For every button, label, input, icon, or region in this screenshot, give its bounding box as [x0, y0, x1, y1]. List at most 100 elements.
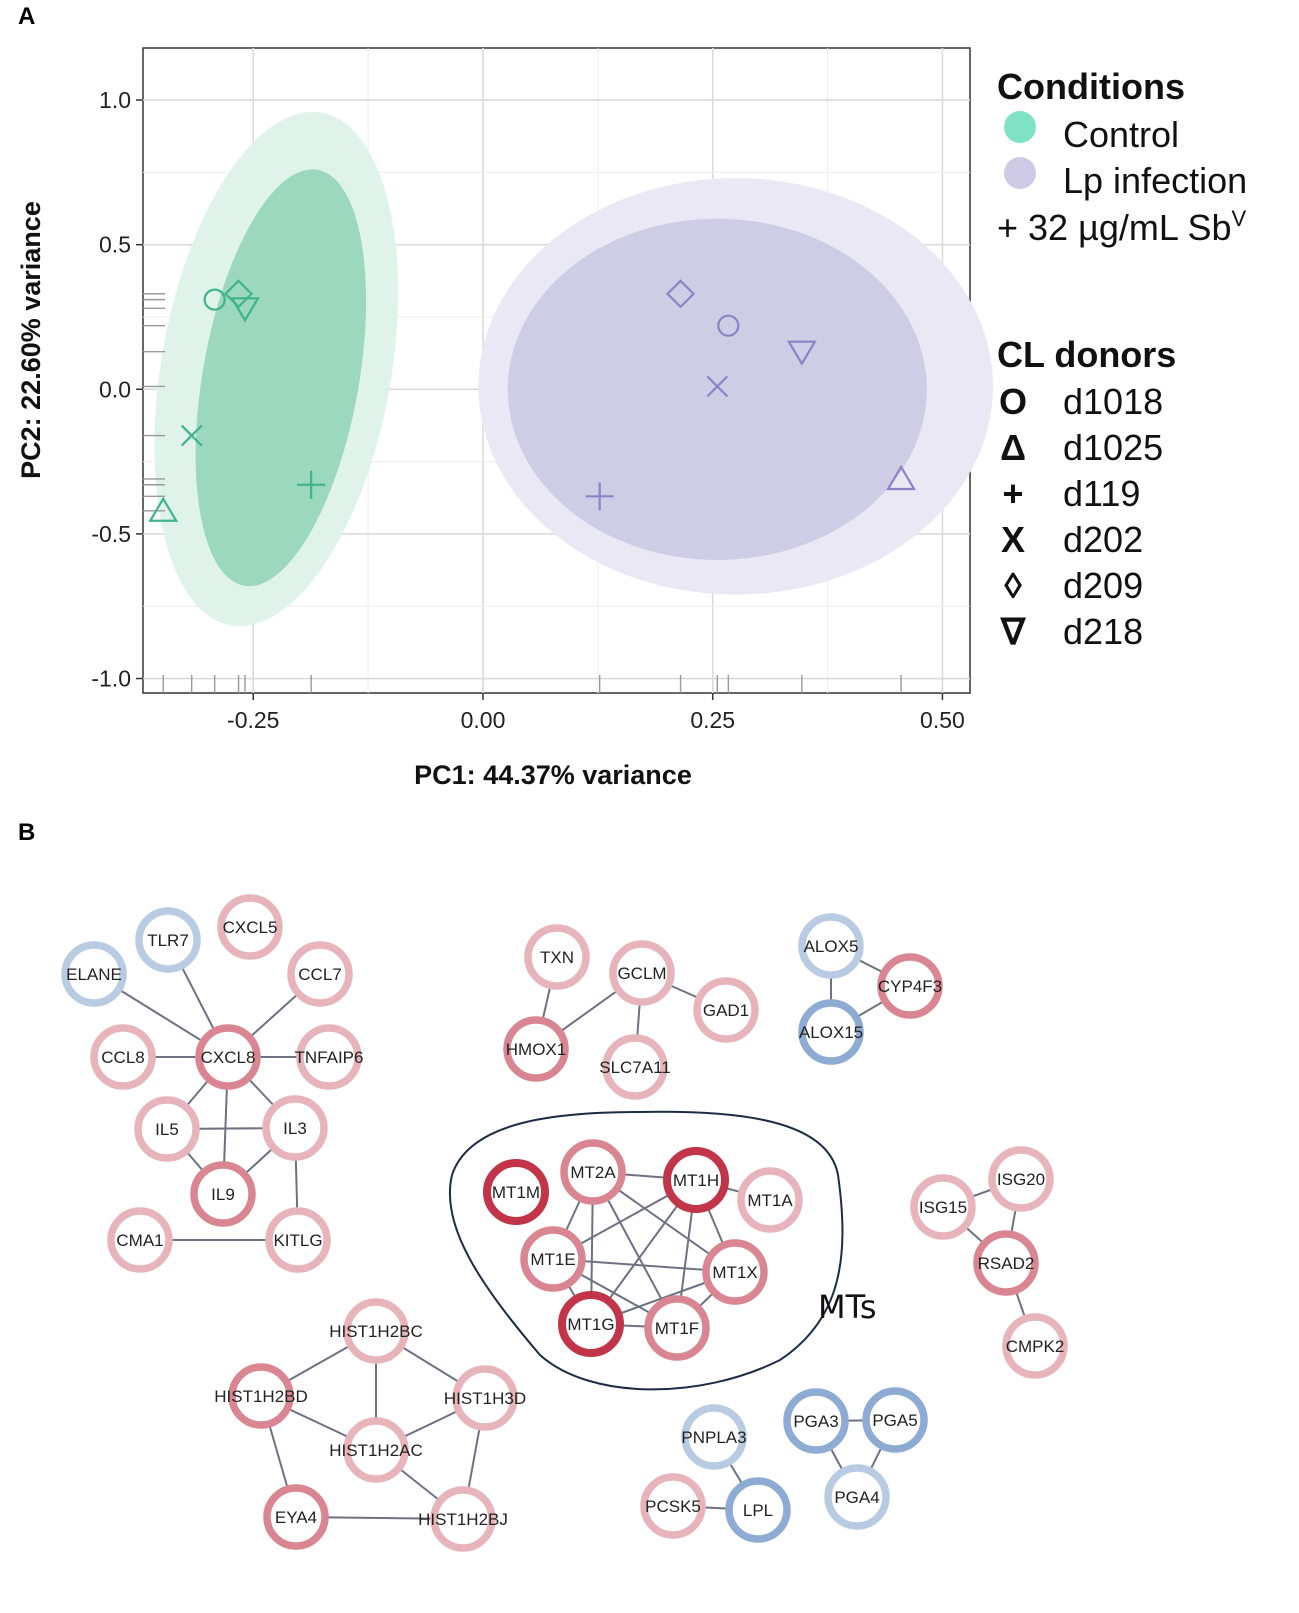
- node-label-LPL: LPL: [743, 1501, 773, 1520]
- node-PCSK5: PCSK5: [640, 1473, 706, 1539]
- legend-donor-symbol-d218: ∇: [1000, 611, 1027, 652]
- y-tick-label: 0.5: [99, 232, 131, 258]
- node-label-HIST1H2BJ: HIST1H2BJ: [418, 1510, 508, 1529]
- node-label-CYP4F3: CYP4F3: [878, 977, 942, 996]
- node-label-IL5: IL5: [155, 1120, 179, 1139]
- node-ISG15: ISG15: [910, 1174, 976, 1240]
- node-label-MT1X: MT1X: [712, 1263, 757, 1282]
- node-ring-PGA3: [783, 1388, 849, 1454]
- node-label-HMOX1: HMOX1: [506, 1040, 566, 1059]
- node-label-SLC7A11: SLC7A11: [599, 1058, 671, 1077]
- node-ring-MT1A: [737, 1167, 803, 1233]
- legend-donor-symbol-d119: +: [1002, 473, 1023, 514]
- control-ellipse-inner: [195, 169, 367, 587]
- node-MT1E: MT1E: [520, 1226, 586, 1292]
- node-label-ELANE: ELANE: [66, 965, 122, 984]
- node-SLC7A11: SLC7A11: [599, 1034, 671, 1100]
- legend-donors-title: CL donors: [997, 334, 1176, 375]
- node-LPL: LPL: [725, 1477, 791, 1543]
- node-ring-CMPK2: [1002, 1313, 1068, 1379]
- legend-control-swatch: [1004, 111, 1036, 143]
- node-HIST1H2AC: HIST1H2AC: [329, 1417, 423, 1483]
- node-label-RSAD2: RSAD2: [978, 1254, 1035, 1273]
- node-label-MT1H: MT1H: [673, 1171, 719, 1190]
- node-PGA4: PGA4: [824, 1464, 890, 1530]
- panel-b-letter: B: [18, 819, 35, 846]
- node-MT1M: MT1M: [483, 1159, 549, 1225]
- node-TXN: TXN: [524, 924, 590, 990]
- node-CMA1: CMA1: [107, 1207, 173, 1273]
- node-ring-SLC7A11: [602, 1034, 668, 1100]
- network-nodes: TLR7 CXCL5 ELANE CCL7 CCL8 CXCL8 TNFAIP6 IL5 IL3…: [61, 894, 1068, 1552]
- node-ring-TNFAIP6: [296, 1024, 362, 1090]
- node-ring-MT1E: [520, 1226, 586, 1292]
- node-PGA5: PGA5: [862, 1387, 928, 1453]
- node-EYA4: EYA4: [263, 1484, 329, 1550]
- lp-point-d119: [585, 482, 614, 511]
- node-PNPLA3: PNPLA3: [681, 1404, 747, 1470]
- node-CXCL5: CXCL5: [217, 894, 283, 960]
- legend-lp-infection-swatch: [1004, 157, 1036, 189]
- node-ring-GAD1: [693, 977, 759, 1043]
- node-MT1F: MT1F: [644, 1295, 710, 1361]
- x-axis-label: PC1: 44.37% variance: [414, 760, 692, 790]
- node-label-PGA3: PGA3: [793, 1412, 838, 1431]
- lp-point-d209: [665, 279, 696, 309]
- node-ring-MT1M: [483, 1159, 549, 1225]
- node-MT2A: MT2A: [560, 1139, 626, 1205]
- node-ring-HIST1H2AC: [343, 1417, 409, 1483]
- node-ring-CCL8: [90, 1024, 156, 1090]
- node-ring-IL9: [190, 1161, 256, 1227]
- node-label-CMPK2: CMPK2: [1006, 1337, 1065, 1356]
- node-label-PGA4: PGA4: [834, 1488, 879, 1507]
- legend-donor-symbol-d202: X: [1001, 519, 1025, 560]
- x-tick-label: -0.25: [227, 707, 279, 733]
- node-MT1H: MT1H: [663, 1147, 729, 1213]
- node-RSAD2: RSAD2: [973, 1230, 1039, 1296]
- node-ring-TLR7: [135, 907, 201, 973]
- control-point-d218: [230, 297, 260, 323]
- node-ring-CXCL8: [195, 1024, 261, 1090]
- data-points: [148, 279, 917, 522]
- legend-lp-infection-label: Lp infection: [1063, 160, 1247, 201]
- node-label-ISG20: ISG20: [997, 1170, 1045, 1189]
- node-label-HIST1H2BD: HIST1H2BD: [214, 1387, 308, 1406]
- node-ring-ELANE: [61, 941, 127, 1007]
- node-ring-PNPLA3: [681, 1404, 747, 1470]
- legend-donor-label-d119: d119: [1063, 473, 1140, 514]
- node-ring-CXCL5: [217, 894, 283, 960]
- panel-a-letter: A: [18, 3, 35, 30]
- node-HIST1H2BC: HIST1H2BC: [329, 1298, 423, 1364]
- node-ring-HIST1H3D: [452, 1365, 518, 1431]
- node-ring-HMOX1: [503, 1016, 569, 1082]
- node-KITLG: KITLG: [265, 1207, 331, 1273]
- legend-donor-label-d1025: d1025: [1063, 427, 1163, 468]
- node-ring-MT1G: [558, 1291, 624, 1357]
- node-ring-MT2A: [560, 1139, 626, 1205]
- node-ring-EYA4: [263, 1484, 329, 1550]
- legend-donor-label-d209: d209: [1063, 565, 1143, 606]
- lp-point-d202: [706, 375, 729, 398]
- legend-donor-label-d218: d218: [1063, 611, 1143, 652]
- x-tick-label: 0.25: [690, 707, 735, 733]
- mts-cluster-outline: [448, 1110, 844, 1391]
- node-ALOX15: ALOX15: [798, 999, 864, 1065]
- node-CMPK2: CMPK2: [1002, 1313, 1068, 1379]
- legend-donor-label-d202: d202: [1063, 519, 1143, 560]
- control-point-d1018: [203, 288, 226, 311]
- x-tick-label: 0.50: [920, 707, 965, 733]
- node-ring-HIST1H2BC: [343, 1298, 409, 1364]
- node-label-PCSK5: PCSK5: [645, 1497, 701, 1516]
- node-label-KITLG: KITLG: [273, 1231, 322, 1250]
- node-label-CCL8: CCL8: [101, 1048, 144, 1067]
- node-label-TLR7: TLR7: [147, 931, 189, 950]
- node-ring-CCL7: [287, 941, 353, 1007]
- node-ring-ALOX15: [798, 999, 864, 1065]
- node-label-CMA1: CMA1: [116, 1231, 163, 1250]
- node-label-MT1E: MT1E: [530, 1250, 575, 1269]
- control-point-d202: [180, 424, 203, 447]
- node-ring-ISG20: [988, 1146, 1054, 1212]
- x-tick-label: 0.00: [461, 707, 506, 733]
